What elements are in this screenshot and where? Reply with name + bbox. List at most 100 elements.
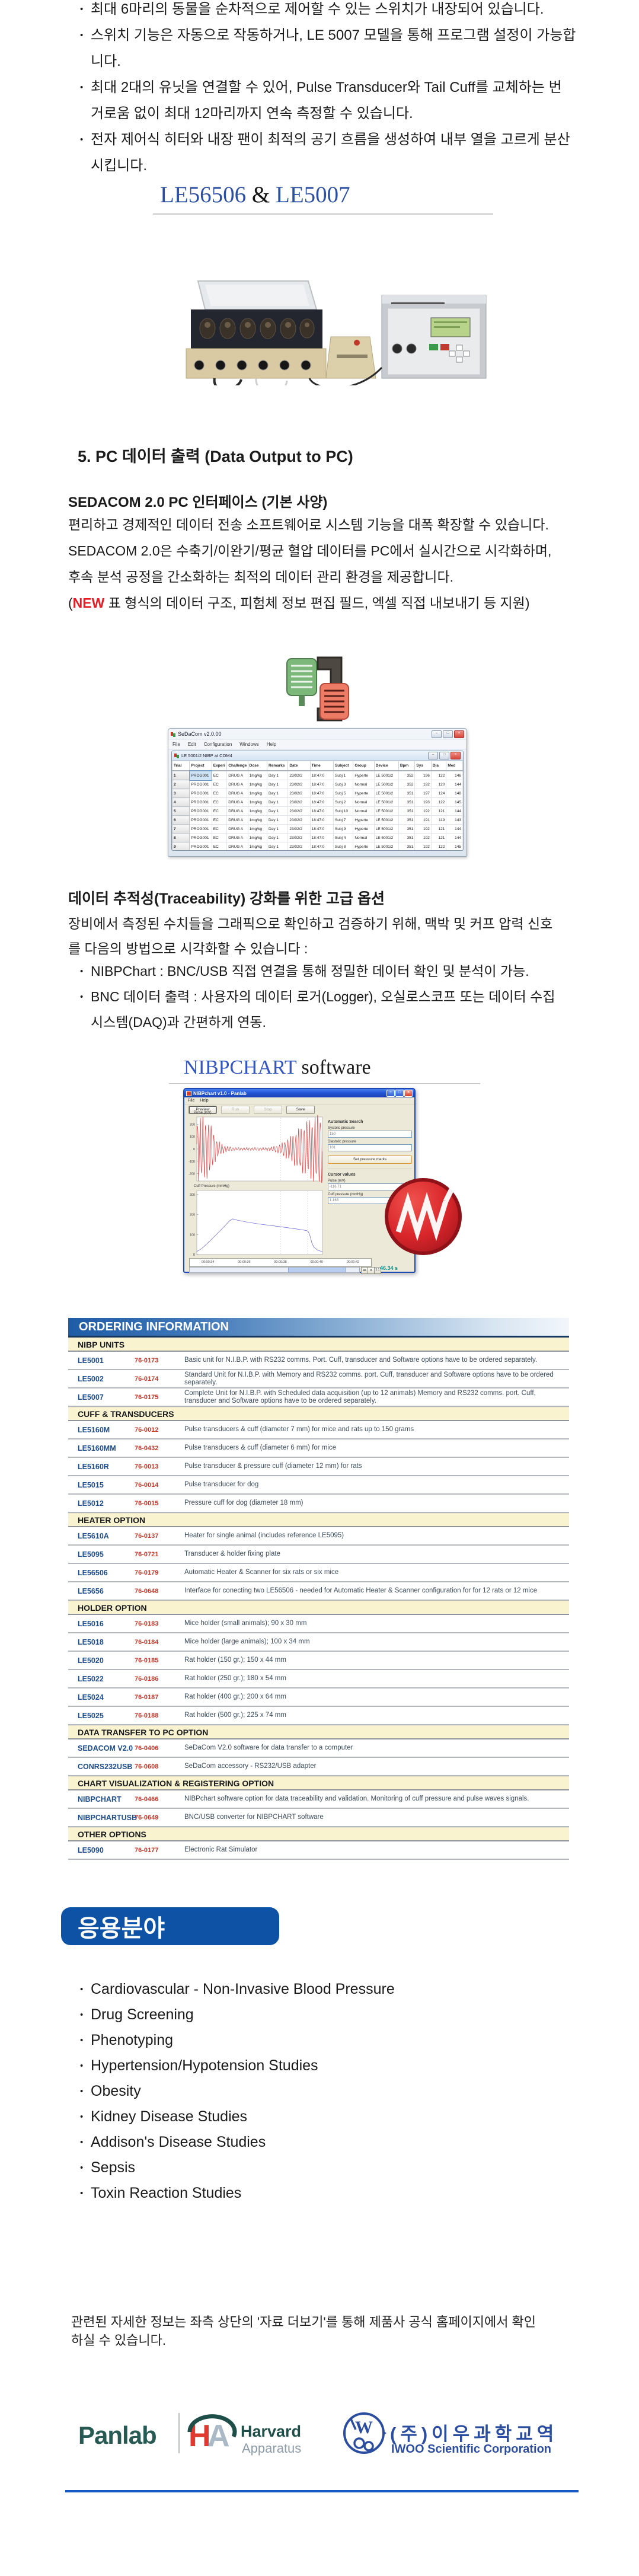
bullet-icon: • xyxy=(80,992,84,1002)
svg-text:300: 300 xyxy=(190,1193,195,1197)
trace-item-line: • NIBPChart : BNC/USB 직접 연결을 통해 정밀한 데이터 확… xyxy=(79,959,589,984)
ordering-section-header: HEATER OPTION xyxy=(68,1513,569,1527)
part-number: 76-0014 xyxy=(135,1481,159,1489)
part-number: 76-0406 xyxy=(135,1744,159,1752)
application-item: • Toxin Reaction Studies xyxy=(79,2181,529,2206)
bullet-icon: • xyxy=(80,4,84,14)
menu-help: Help xyxy=(266,742,277,747)
part-number: 76-0013 xyxy=(135,1463,159,1470)
nibp-maximize-icon: □ xyxy=(395,1090,404,1097)
application-item-line: • Toxin Reaction Studies xyxy=(79,2181,529,2206)
column-header: Project xyxy=(189,761,212,771)
table-cell: PROG001 xyxy=(189,780,212,789)
table-cell: Normal xyxy=(353,806,375,816)
timeline-tick: 00:00:34 xyxy=(201,1260,215,1264)
table-cell: 144 xyxy=(446,806,463,816)
product-description: Heater for single animal (includes refer… xyxy=(184,1532,344,1539)
footer-note-line: 관련된 자세한 정보는 좌측 상단의 '자료 더보기'를 통해 제품사 공식 홈… xyxy=(71,2315,536,2329)
product-code: LE5020 xyxy=(78,1656,104,1665)
automatic-search-label: Automatic Search xyxy=(328,1120,363,1124)
table-cell: 23/02/2 xyxy=(287,824,311,834)
feature-item-line: 시킵니다. xyxy=(79,153,589,179)
apparatus-wordmark: Apparatus xyxy=(242,2441,302,2456)
ordering-row: LE5018 76-0184 Mice holder (large animals)… xyxy=(68,1633,569,1652)
table-cell: 23/02/2 xyxy=(287,797,311,807)
trace-item: • NIBPChart : BNC/USB 직접 연결을 통해 정밀한 데이터 확… xyxy=(79,959,589,984)
iwoo-english-name: IWOO Scientific Corporation xyxy=(391,2443,552,2456)
ordering-row: LE5016 76-0183 Mice holder (small animals)… xyxy=(68,1615,569,1633)
table-cell: PROG001 xyxy=(189,806,212,816)
application-item: • Kidney Disease Studies xyxy=(79,2104,529,2130)
table-row: 8 PROG001 EC DRUG A 1mg/kg Day 1 23/02/2 18:47:… xyxy=(172,833,463,842)
table-cell: Normal xyxy=(353,797,375,807)
product-code: LE5160R xyxy=(78,1462,109,1471)
timeline-tick: 00:00:38 xyxy=(274,1260,287,1264)
table-cell: EC xyxy=(211,797,228,807)
table-cell: 23/02/2 xyxy=(287,789,311,798)
product-code: LE5016 xyxy=(78,1619,104,1628)
part-number: 76-0177 xyxy=(135,1846,159,1854)
table-cell: Hyperte xyxy=(353,815,375,825)
table-cell: LE 5001/2 xyxy=(373,833,399,842)
table-cell: DRUG A xyxy=(226,824,248,834)
bullet-icon: • xyxy=(80,2163,84,2173)
ordering-row: LE5610A 76-0137 Heater for single animal (… xyxy=(68,1527,569,1546)
svg-text:0: 0 xyxy=(193,1253,195,1256)
table-cell: 23/02/2 xyxy=(287,770,311,780)
nibpchart-titlebar: NIBPchart v1.0 - Panlab – □ × xyxy=(184,1089,414,1097)
feature-item-text: 니다. xyxy=(91,53,121,69)
new-badge: NEW xyxy=(72,595,105,611)
systolic-input: 150 xyxy=(328,1131,412,1138)
table-cell: 352 xyxy=(398,770,416,780)
sedacom-window-title: SeDaCom v2.0.00 xyxy=(178,731,222,737)
table-cell: EC xyxy=(211,789,228,798)
table-cell: EC xyxy=(211,806,228,816)
product-description: NIBPchart software option for data trace… xyxy=(184,1795,529,1802)
bullet-icon: • xyxy=(80,2086,84,2096)
product-photo-illustration xyxy=(186,280,487,385)
table-cell: 18:47:0 xyxy=(309,824,334,834)
elapsed-time: 46.34 s xyxy=(380,1265,398,1271)
ordering-section-header: HOLDER OPTION xyxy=(68,1601,569,1615)
table-cell: Subj 5 xyxy=(333,789,354,798)
table-cell: 6 xyxy=(172,815,190,825)
table-cell: PROG001 xyxy=(189,842,212,850)
product-description: Standard Unit for N.I.B.P. with Memory a… xyxy=(184,1371,554,1386)
menu-configuration: Configuration xyxy=(203,742,232,747)
feature-item-text: 전자 제어식 히터와 내장 팬이 최적의 공기 흐름을 생성하여 내부 열을 고… xyxy=(91,132,570,148)
svg-text:-100: -100 xyxy=(188,1160,195,1164)
part-number: 76-0173 xyxy=(135,1356,159,1364)
table-cell: 18:47:0 xyxy=(309,770,334,780)
product-description: Electronic Rat Simulator xyxy=(184,1846,258,1853)
table-cell: 197 xyxy=(414,789,432,798)
table-row: 6 PROG001 EC DRUG A 1mg/kg Day 1 23/02/2 18:47:… xyxy=(172,815,463,825)
table-cell: 143 xyxy=(446,815,463,825)
table-cell: 122 xyxy=(430,770,447,780)
application-item-text: Addison's Disease Studies xyxy=(91,2134,266,2150)
feature-item-text: 최대 2대의 유닛을 연결할 수 있어, Pulse Transducer와 T… xyxy=(91,79,562,95)
table-cell: PROG001 xyxy=(189,824,212,834)
traceability-line: 를 다음의 방법으로 시각화할 수 있습니다 : xyxy=(68,941,308,956)
application-item: • Addison's Disease Studies xyxy=(79,2130,529,2155)
svg-text:100: 100 xyxy=(190,1135,195,1139)
table-cell: Subj 7 xyxy=(333,815,354,825)
product-description: Pulse transducer for dog xyxy=(184,1481,259,1488)
ordering-row: CONRS232USB 76-0608 SeDaCom accessory - RS… xyxy=(68,1758,569,1776)
product-description: Complete Unit for N.I.B.P. with Schedule… xyxy=(184,1389,536,1404)
feature-list: • 최대 6마리의 동물을 순차적으로 제어할 수 있는 스위치가 내장되어 있습… xyxy=(79,0,589,179)
nibpchart-title: NIBPCHART software xyxy=(184,1056,371,1079)
timeline-tick: 00:00:36 xyxy=(238,1260,251,1264)
ordering-information: ORDERING INFORMATION NIBP UNITS LE5001 76-… xyxy=(68,1318,569,1860)
table-cell: 7 xyxy=(172,824,190,834)
nibp-close-icon: × xyxy=(404,1090,413,1097)
product-code: NIBPCHART xyxy=(78,1795,122,1803)
application-item-line: • Sepsis xyxy=(79,2155,529,2181)
run-button: Run xyxy=(221,1105,250,1114)
sedacom-logo-icon xyxy=(286,656,349,722)
iwoo-korean-name: (주)이우과학교역 xyxy=(390,2424,558,2444)
feature-item: • 최대 6마리의 동물을 순차적으로 제어할 수 있는 스위치가 내장되어 있습… xyxy=(79,0,589,23)
svg-text:200: 200 xyxy=(190,1214,195,1217)
iwoo-logo-icon: W xyxy=(343,2412,386,2454)
traceability-list: • NIBPChart : BNC/USB 직접 연결을 통해 정밀한 데이터 확… xyxy=(79,959,589,1035)
application-item-text: Drug Screening xyxy=(91,2006,194,2023)
